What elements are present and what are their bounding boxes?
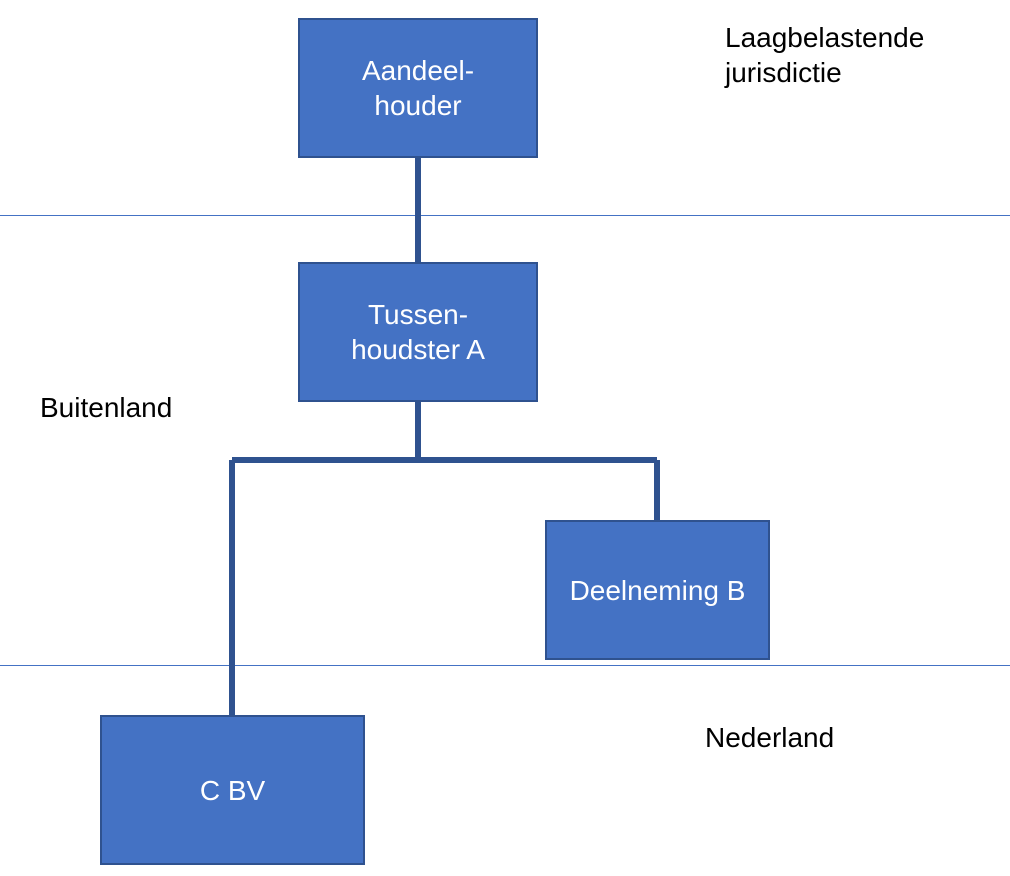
node-label: Aandeel- houder (362, 53, 474, 123)
node-aandeelhouder: Aandeel- houder (298, 18, 538, 158)
node-label: Tussen- houdster A (351, 297, 485, 367)
region-label-text: Buitenland (40, 392, 172, 423)
node-c-bv: C BV (100, 715, 365, 865)
region-divider-2 (0, 665, 1010, 666)
node-tussenhoudster-a: Tussen- houdster A (298, 262, 538, 402)
region-label-laagbelastende: Laagbelastende jurisdictie (725, 20, 1005, 90)
region-label-nederland: Nederland (705, 720, 905, 755)
region-label-text: Laagbelastende jurisdictie (725, 22, 924, 88)
region-divider-1 (0, 215, 1010, 216)
node-label: Deelneming B (570, 573, 746, 608)
region-label-text: Nederland (705, 722, 834, 753)
node-label: C BV (200, 773, 265, 808)
node-deelneming-b: Deelneming B (545, 520, 770, 660)
region-label-buitenland: Buitenland (40, 390, 240, 425)
